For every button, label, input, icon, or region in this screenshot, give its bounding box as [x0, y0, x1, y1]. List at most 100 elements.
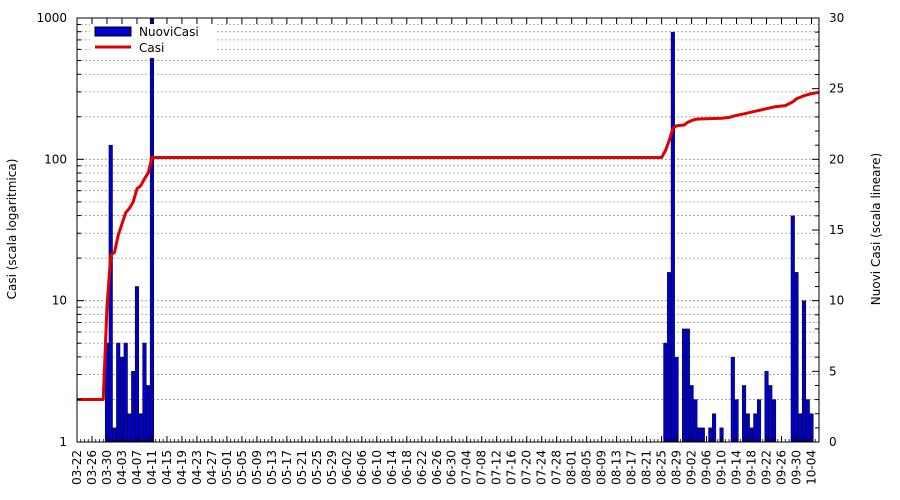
x-tick-label: 09-22 — [760, 450, 774, 485]
line-casi — [77, 90, 820, 401]
x-tick-label: 08-05 — [580, 450, 594, 485]
x-tick-label: 06-06 — [355, 450, 369, 485]
x-tick-label: 07-04 — [460, 450, 474, 485]
x-tick-label: 04-07 — [130, 450, 144, 485]
x-tick-label: 06-26 — [430, 450, 444, 485]
left-tick-label: 100 — [44, 152, 67, 166]
x-tick-label: 04-15 — [160, 450, 174, 485]
legend: NuoviCasi Casi — [90, 24, 216, 58]
x-tick-label: 09-18 — [745, 450, 759, 485]
x-tick-label: 05-25 — [310, 450, 324, 485]
right-tick-label: 25 — [829, 82, 844, 96]
x-tick-label: 03-30 — [100, 450, 114, 485]
bar — [689, 385, 694, 443]
x-tick-label: 08-09 — [595, 450, 609, 485]
bar — [764, 371, 769, 443]
right-tick-label: 10 — [829, 294, 844, 308]
bar — [670, 31, 675, 443]
plot-frame — [76, 17, 820, 443]
bar — [753, 413, 758, 443]
x-tick-label: 09-02 — [685, 450, 699, 485]
x-tick-label: 04-11 — [145, 450, 159, 485]
x-tick-label: 09-30 — [790, 450, 804, 485]
left-axis-title: Casi (scala logaritmica) — [5, 159, 19, 300]
bar — [142, 342, 147, 443]
bar — [138, 413, 143, 443]
bar — [801, 300, 807, 443]
x-tick-label: 04-03 — [115, 450, 129, 485]
left-tick-label: 1000 — [36, 11, 67, 25]
left-tick-label: 10 — [52, 294, 67, 308]
x-tick-label: 08-25 — [655, 450, 669, 485]
legend-label-casi: Casi — [139, 41, 164, 55]
x-tick-label: 09-14 — [730, 450, 744, 485]
bar — [127, 413, 132, 443]
bar — [146, 385, 151, 443]
x-tick-label: 08-17 — [625, 450, 639, 485]
x-tick-label: 06-30 — [445, 450, 459, 485]
x-tick-label: 10-04 — [805, 450, 819, 485]
x-tick-label: 08-01 — [565, 450, 579, 485]
legend-label-nuovicasi: NuoviCasi — [139, 25, 199, 39]
right-tick-label: 20 — [829, 152, 844, 166]
bar — [674, 356, 679, 443]
right-tick-label: 5 — [829, 364, 837, 378]
x-tick-label: 06-14 — [385, 450, 399, 485]
x-tick-label: 09-06 — [700, 450, 714, 485]
bar — [119, 356, 124, 443]
bar — [685, 328, 690, 443]
x-tick-label: 06-22 — [415, 450, 429, 485]
bar — [693, 399, 698, 443]
x-tick-label: 07-24 — [535, 450, 549, 485]
right-tick-label: 15 — [829, 223, 844, 237]
x-tick-label: 05-13 — [265, 450, 279, 485]
x-tick-label: 07-16 — [505, 450, 519, 485]
x-tick-label: 05-05 — [235, 450, 249, 485]
x-tick-label: 04-19 — [175, 450, 189, 485]
x-tick-label: 05-21 — [295, 450, 309, 485]
x-tick-label: 04-23 — [190, 450, 204, 485]
bar — [757, 399, 762, 443]
bar — [790, 215, 795, 443]
x-tick-label: 07-08 — [475, 450, 489, 485]
x-tick-label: 09-26 — [775, 450, 789, 485]
bar — [734, 399, 739, 443]
grid — [77, 17, 819, 400]
x-tick-label: 06-02 — [340, 450, 354, 485]
bar — [682, 328, 687, 443]
right-axis-title: Nuovi Casi (scala lineare) — [869, 153, 883, 305]
x-tick-label: 06-18 — [400, 450, 414, 485]
bar — [768, 385, 773, 443]
bar — [134, 286, 139, 443]
x-tick-label: 05-17 — [280, 450, 294, 485]
bar — [798, 413, 803, 443]
bar — [131, 371, 136, 443]
bar — [794, 272, 799, 443]
x-tick-label: 07-28 — [550, 450, 564, 485]
bar — [805, 399, 810, 443]
x-tick-label: 05-01 — [220, 450, 234, 485]
x-tick-label: 08-13 — [610, 450, 624, 485]
line-series — [77, 90, 820, 401]
bar — [663, 342, 668, 443]
x-tick-label: 03-22 — [70, 450, 84, 485]
x-tick-label: 09-10 — [715, 450, 729, 485]
right-tick-label: 0 — [829, 435, 837, 449]
right-tick-label: 30 — [829, 11, 844, 25]
x-tick-label: 08-21 — [640, 450, 654, 485]
bar — [745, 413, 750, 443]
bar — [712, 413, 717, 443]
bar — [108, 144, 113, 443]
bar — [667, 272, 672, 443]
x-tick-label: 04-27 — [205, 450, 219, 485]
bar — [730, 356, 735, 443]
bar — [123, 342, 128, 443]
x-tick-label: 07-12 — [490, 450, 504, 485]
bar — [116, 342, 121, 443]
bars-series — [104, 17, 814, 443]
bar — [772, 399, 777, 443]
x-tick-label: 07-20 — [520, 450, 534, 485]
legend-swatch-nuovicasi — [94, 26, 132, 37]
